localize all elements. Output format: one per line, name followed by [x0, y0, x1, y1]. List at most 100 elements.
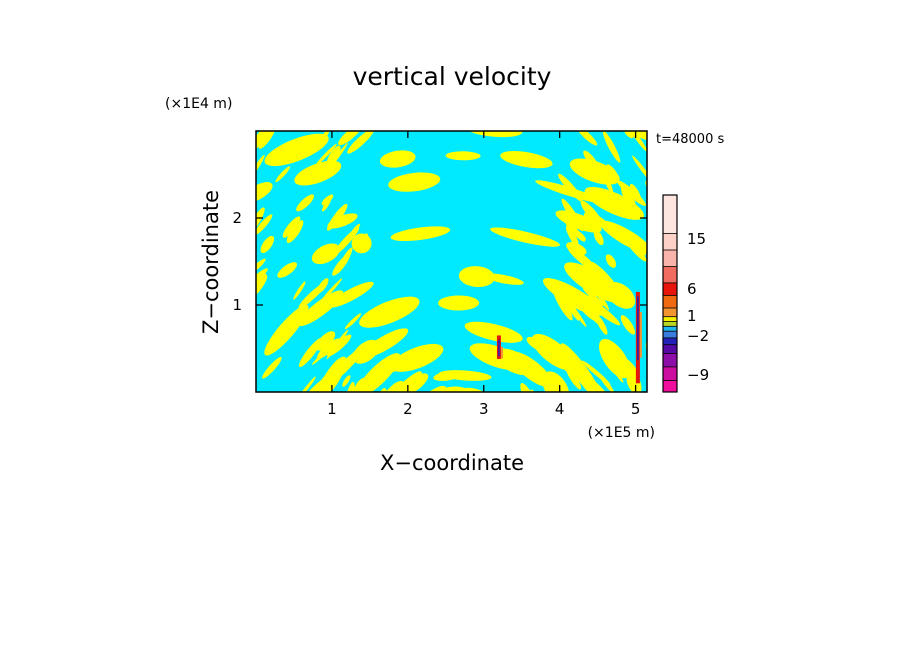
positive-velocity-patch: [239, 101, 279, 124]
positive-velocity-streak: [305, 374, 333, 392]
positive-velocity-streak: [605, 254, 617, 268]
positive-velocity-streak: [318, 278, 343, 306]
positive-velocity-patch: [11, 416, 20, 445]
positive-velocity-streak: [256, 258, 266, 276]
positive-velocity-streak: [564, 349, 579, 367]
positive-velocity-streak: [327, 142, 348, 171]
positive-velocity-patch: [136, 277, 166, 309]
positive-velocity-patch: [750, 230, 798, 286]
positive-velocity-patch: [225, 378, 243, 440]
colorbar-level: [663, 266, 677, 283]
positive-velocity-streak: [338, 131, 363, 146]
colorbar-level: [663, 380, 677, 392]
positive-velocity-patch: [500, 151, 553, 169]
positive-velocity-patch: [175, 127, 202, 150]
field-spikes: [496, 291, 642, 384]
positive-velocity-streak: [262, 356, 282, 379]
positive-velocity-streak: [599, 375, 615, 392]
colorbar-level: [663, 366, 677, 381]
positive-velocity-streak: [561, 198, 584, 232]
colorbar-level: [663, 321, 677, 327]
colorbar-level: [663, 308, 677, 317]
positive-velocity-streak: [602, 131, 621, 163]
positive-velocity-streak: [564, 296, 587, 327]
positive-velocity-patch: [490, 227, 561, 247]
colorbar-level: [663, 250, 677, 267]
positive-velocity-patch: [388, 172, 441, 192]
positive-velocity-streak: [603, 351, 624, 383]
positive-velocity-streak: [576, 131, 598, 146]
positive-velocity-patch: [703, 381, 717, 405]
positive-velocity-patch: [542, 371, 570, 392]
strong-downdraft: [498, 339, 500, 357]
positive-velocity-streak: [583, 212, 600, 233]
positive-velocity-streak: [354, 378, 366, 392]
updraft-edge: [500, 346, 503, 359]
positive-velocity-patch: [265, 418, 276, 444]
positive-velocity-patch: [494, 401, 521, 442]
positive-velocity-patch: [351, 233, 372, 254]
positive-velocity-patch: [486, 394, 518, 431]
positive-velocity-patch: [778, 300, 816, 359]
positive-velocity-streak: [358, 233, 368, 244]
colorbar-level: [663, 295, 677, 308]
positive-velocity-patch: [799, 230, 833, 272]
positive-velocity-patch: [438, 295, 480, 311]
positive-velocity-patch: [93, 335, 119, 382]
positive-velocity-streak: [314, 131, 331, 153]
positive-velocity-streak: [565, 221, 586, 242]
time-label: t=48000 s: [656, 132, 724, 147]
positive-velocity-patch: [530, 408, 553, 449]
positive-velocity-streak: [260, 235, 275, 254]
positive-velocity-patch: [466, 131, 523, 138]
positive-velocity-patch: [748, 189, 809, 251]
positive-velocity-patch: [605, 282, 636, 309]
positive-velocity-patch: [71, 208, 101, 241]
positive-velocity-streak: [333, 227, 360, 256]
positive-velocity-patch: [783, 414, 796, 440]
updraft-edge: [639, 311, 642, 358]
positive-velocity-patch: [360, 328, 409, 359]
colorbar-level: [663, 282, 677, 296]
positive-velocity-patch: [14, 347, 36, 384]
plot-frame: [255, 130, 648, 393]
positive-velocity-patch: [464, 321, 523, 343]
colorbar-level: [663, 195, 677, 234]
chart-title: vertical velocity: [353, 62, 552, 91]
positive-velocity-streak: [315, 143, 337, 166]
positive-velocity-patch: [739, 133, 791, 177]
positive-velocity-streak: [293, 281, 306, 300]
positive-velocity-patch: [509, 351, 553, 388]
colorbar-tick-label: 6: [687, 280, 697, 298]
positive-velocity-patch: [810, 174, 846, 211]
x-tick-label: 4: [555, 400, 565, 418]
positive-velocity-streak: [570, 292, 596, 321]
positive-velocity-patch: [529, 389, 548, 392]
colorbar-level: [663, 233, 677, 250]
positive-velocity-streak: [317, 278, 329, 294]
positive-velocity-streak: [593, 230, 604, 246]
positive-velocity-patch: [756, 330, 788, 384]
positive-velocity-streak: [344, 313, 362, 330]
positive-velocity-patch: [578, 292, 621, 326]
colorbar-tick-label: −9: [687, 366, 709, 384]
positive-velocity-patch: [369, 388, 388, 392]
positive-velocity-patch: [852, 386, 876, 450]
positive-velocity-streak: [623, 235, 647, 262]
x-tick-label: 5: [631, 400, 641, 418]
positive-velocity-streak: [326, 203, 348, 231]
x-axis: 1 2 3 4 5: [327, 131, 640, 418]
colorbar-labels: 15 6 1 −2 −9: [687, 230, 709, 384]
positive-velocity-patch: [845, 198, 890, 250]
positive-velocity-streak: [623, 131, 634, 139]
positive-velocity-patch: [172, 250, 198, 277]
positive-velocity-streak: [256, 214, 273, 235]
positive-velocity-streak: [282, 216, 301, 238]
positive-velocity-streak: [552, 287, 573, 321]
x-axis-label: X−coordinate: [380, 451, 524, 475]
colorbar-level: [663, 316, 677, 322]
positive-velocity-patch: [264, 133, 329, 167]
positive-velocity-streak: [595, 269, 615, 287]
positive-velocity-patch: [87, 370, 103, 412]
positive-velocity-patch: [315, 331, 336, 351]
